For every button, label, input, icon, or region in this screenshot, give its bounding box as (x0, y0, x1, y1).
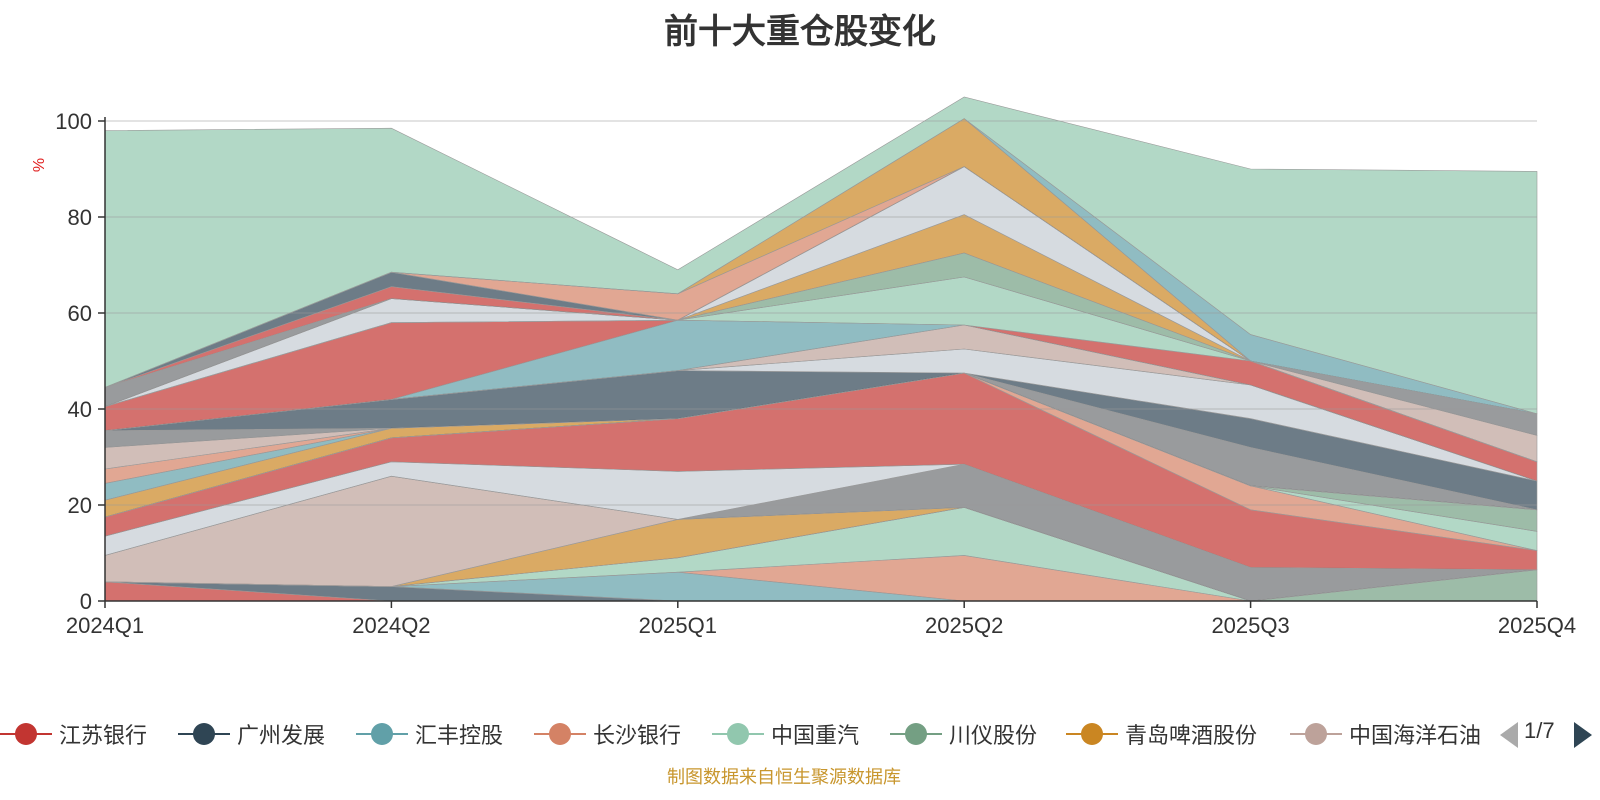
y-tick-label: 60 (68, 301, 92, 326)
stacked-area-chart: 0 20 40 60 80 100 2024Q1 2024Q2 2025Q1 2025Q2 2025… (31, 96, 1576, 638)
legend-marker-icon (356, 712, 408, 756)
y-tick-label: 40 (68, 397, 92, 422)
legend-item[interactable]: 江苏银行 (0, 712, 147, 756)
legend-marker-dot (727, 723, 749, 745)
y-tick-label: 100 (55, 109, 92, 134)
legend-marker-dot (193, 723, 215, 745)
legend-marker-icon (0, 712, 52, 756)
legend-label: 汇丰控股 (415, 723, 504, 748)
area-series-35 (104, 96, 1538, 415)
legend-item[interactable]: 青岛啤酒股份 (1066, 712, 1257, 756)
legend-marker-icon (712, 712, 764, 756)
x-tick-label: 2024Q1 (66, 613, 144, 638)
legend-label: 长沙银行 (593, 723, 682, 748)
legend-marker-dot (1081, 723, 1103, 745)
legend-item[interactable]: 长沙银行 (534, 712, 681, 756)
y-tick-label: 80 (68, 205, 92, 230)
legend-prev-page-icon[interactable] (1500, 722, 1518, 748)
legend-label: 江苏银行 (59, 723, 148, 748)
x-tick-label: 2025Q4 (1498, 613, 1576, 638)
legend-label: 青岛啤酒股份 (1125, 723, 1258, 748)
x-tick-label: 2024Q2 (352, 613, 430, 638)
legend-marker-icon (1290, 712, 1342, 756)
x-tick-label: 2025Q2 (925, 613, 1003, 638)
legend-marker-icon (178, 712, 230, 756)
legend-marker-icon (534, 712, 586, 756)
chart-title: 前十大重仓股变化 (664, 13, 936, 51)
legend-marker-dot (549, 723, 571, 745)
x-tick-label: 2025Q1 (639, 613, 717, 638)
legend-marker-dot (371, 723, 393, 745)
legend-marker-icon (890, 712, 942, 756)
legend-marker-dot (905, 723, 927, 745)
legend-item[interactable]: 川仪股份 (890, 712, 1037, 756)
legend-label: 川仪股份 (949, 723, 1038, 748)
y-axis-label: % (31, 158, 48, 172)
legend-item[interactable]: 中国海洋石油 (1290, 712, 1481, 756)
data-source-note: 制图数据来自恒生聚源数据库 (667, 767, 901, 787)
legend-marker-icon (1066, 712, 1118, 756)
legend-label: 中国重汽 (771, 723, 860, 748)
legend-page-indicator: 1/7 (1524, 718, 1555, 743)
x-tick-label: 2025Q3 (1211, 613, 1289, 638)
legend-item[interactable]: 汇丰控股 (356, 712, 503, 756)
legend: 江苏银行 广州发展 汇丰控股 长沙银行 中国重汽 川仪股份 青岛啤酒股份 中国海洋石油 (0, 712, 1600, 756)
legend-next-page-icon[interactable] (1574, 722, 1592, 748)
legend-marker-dot (1305, 723, 1327, 745)
legend-label: 广州发展 (237, 723, 326, 748)
legend-marker-dot (15, 723, 37, 745)
legend-label: 中国海洋石油 (1349, 723, 1481, 748)
legend-item[interactable]: 广州发展 (178, 712, 325, 756)
y-tick-label: 0 (80, 589, 92, 614)
legend-pager: 1/7 (1500, 712, 1600, 756)
y-tick-label: 20 (68, 493, 92, 518)
legend-item[interactable]: 中国重汽 (712, 712, 859, 756)
